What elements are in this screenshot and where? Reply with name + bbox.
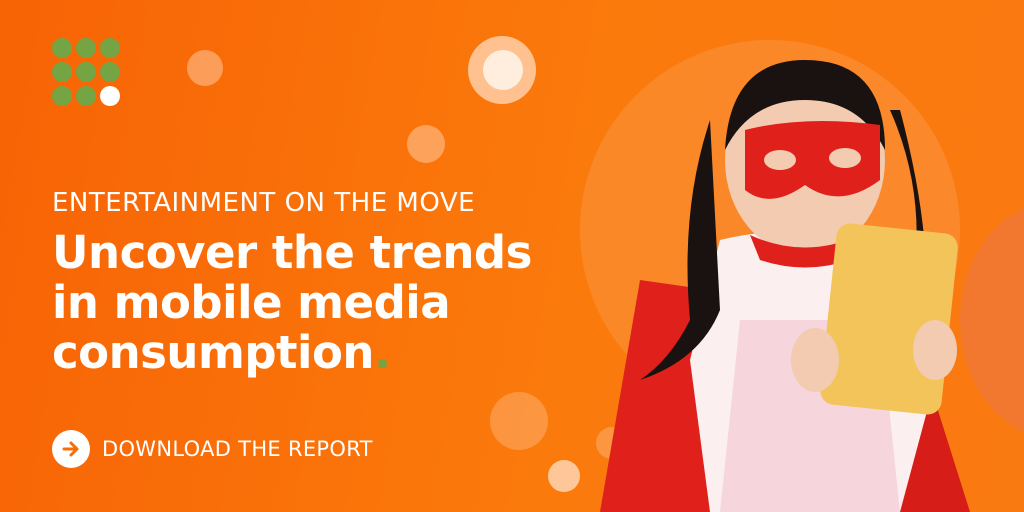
headline-line: Uncover the trends (52, 226, 532, 279)
kicker-text: ENTERTAINMENT ON THE MOVE (52, 188, 476, 218)
headline-line: in mobile media (52, 276, 451, 329)
decor-circle (187, 50, 223, 86)
arrow-right-circle-icon (52, 430, 90, 468)
decor-circle (548, 460, 580, 492)
decor-circle (483, 50, 523, 90)
dot-grid-logo (52, 38, 120, 106)
headline: Uncover the trends in mobile media consu… (52, 228, 532, 378)
headline-line: consumption (52, 326, 374, 379)
decor-circle (490, 392, 548, 450)
green-period: . (373, 326, 391, 379)
decor-circle (407, 125, 445, 163)
download-report-label: DOWNLOAD THE REPORT (102, 437, 373, 461)
photo-girl-with-phone (600, 60, 970, 512)
download-report-button[interactable]: DOWNLOAD THE REPORT (52, 430, 373, 468)
